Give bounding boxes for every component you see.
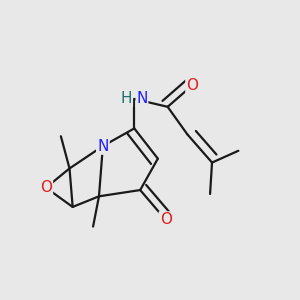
Text: O: O (160, 212, 172, 227)
Text: N: N (136, 92, 148, 106)
Text: H: H (121, 92, 132, 106)
Text: O: O (186, 78, 198, 93)
Text: N: N (97, 139, 109, 154)
Text: O: O (40, 180, 52, 195)
